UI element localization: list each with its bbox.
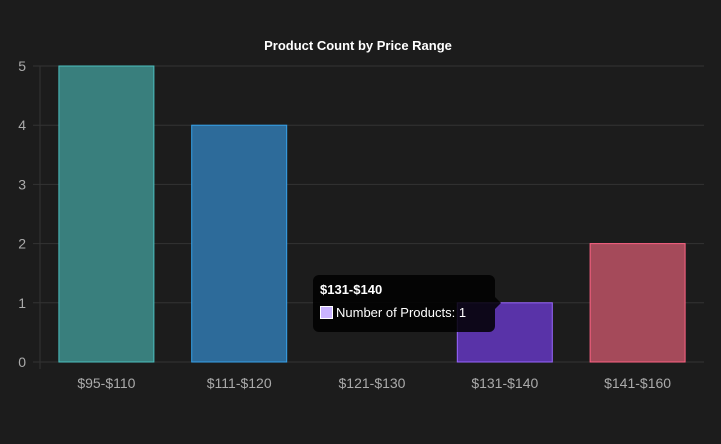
x-tick-label: $95-$110: [77, 375, 135, 391]
tooltip-title: $131-$140: [320, 282, 383, 297]
tooltip: $131-$140 Number of Products: 1: [313, 275, 501, 332]
y-tick-label: 2: [18, 236, 26, 252]
y-tick-label: 3: [18, 176, 26, 192]
x-tick-label: $121-$130: [339, 375, 406, 391]
tooltip-color-swatch: [320, 306, 333, 319]
x-tick-label: $141-$160: [604, 375, 671, 391]
y-tick-label: 4: [18, 117, 26, 133]
y-tick-label: 0: [18, 354, 26, 370]
bar-$111-$120: [191, 124, 288, 363]
tooltip-label: Number of Products: 1: [336, 305, 467, 320]
bar-$131-$140: [456, 302, 553, 363]
x-tick-label: $111-$120: [207, 375, 272, 391]
y-tick-label: 5: [18, 58, 26, 74]
bar-$95-$110: [58, 65, 155, 363]
y-tick-label: 1: [18, 295, 26, 311]
x-tick-label: $131-$140: [471, 375, 538, 391]
bar-$141-$160: [589, 243, 686, 363]
chart-title: Product Count by Price Range: [264, 38, 452, 53]
